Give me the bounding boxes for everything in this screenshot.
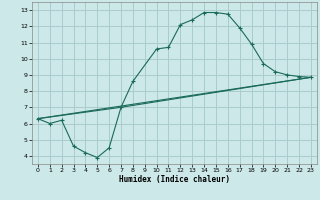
X-axis label: Humidex (Indice chaleur): Humidex (Indice chaleur) [119,175,230,184]
